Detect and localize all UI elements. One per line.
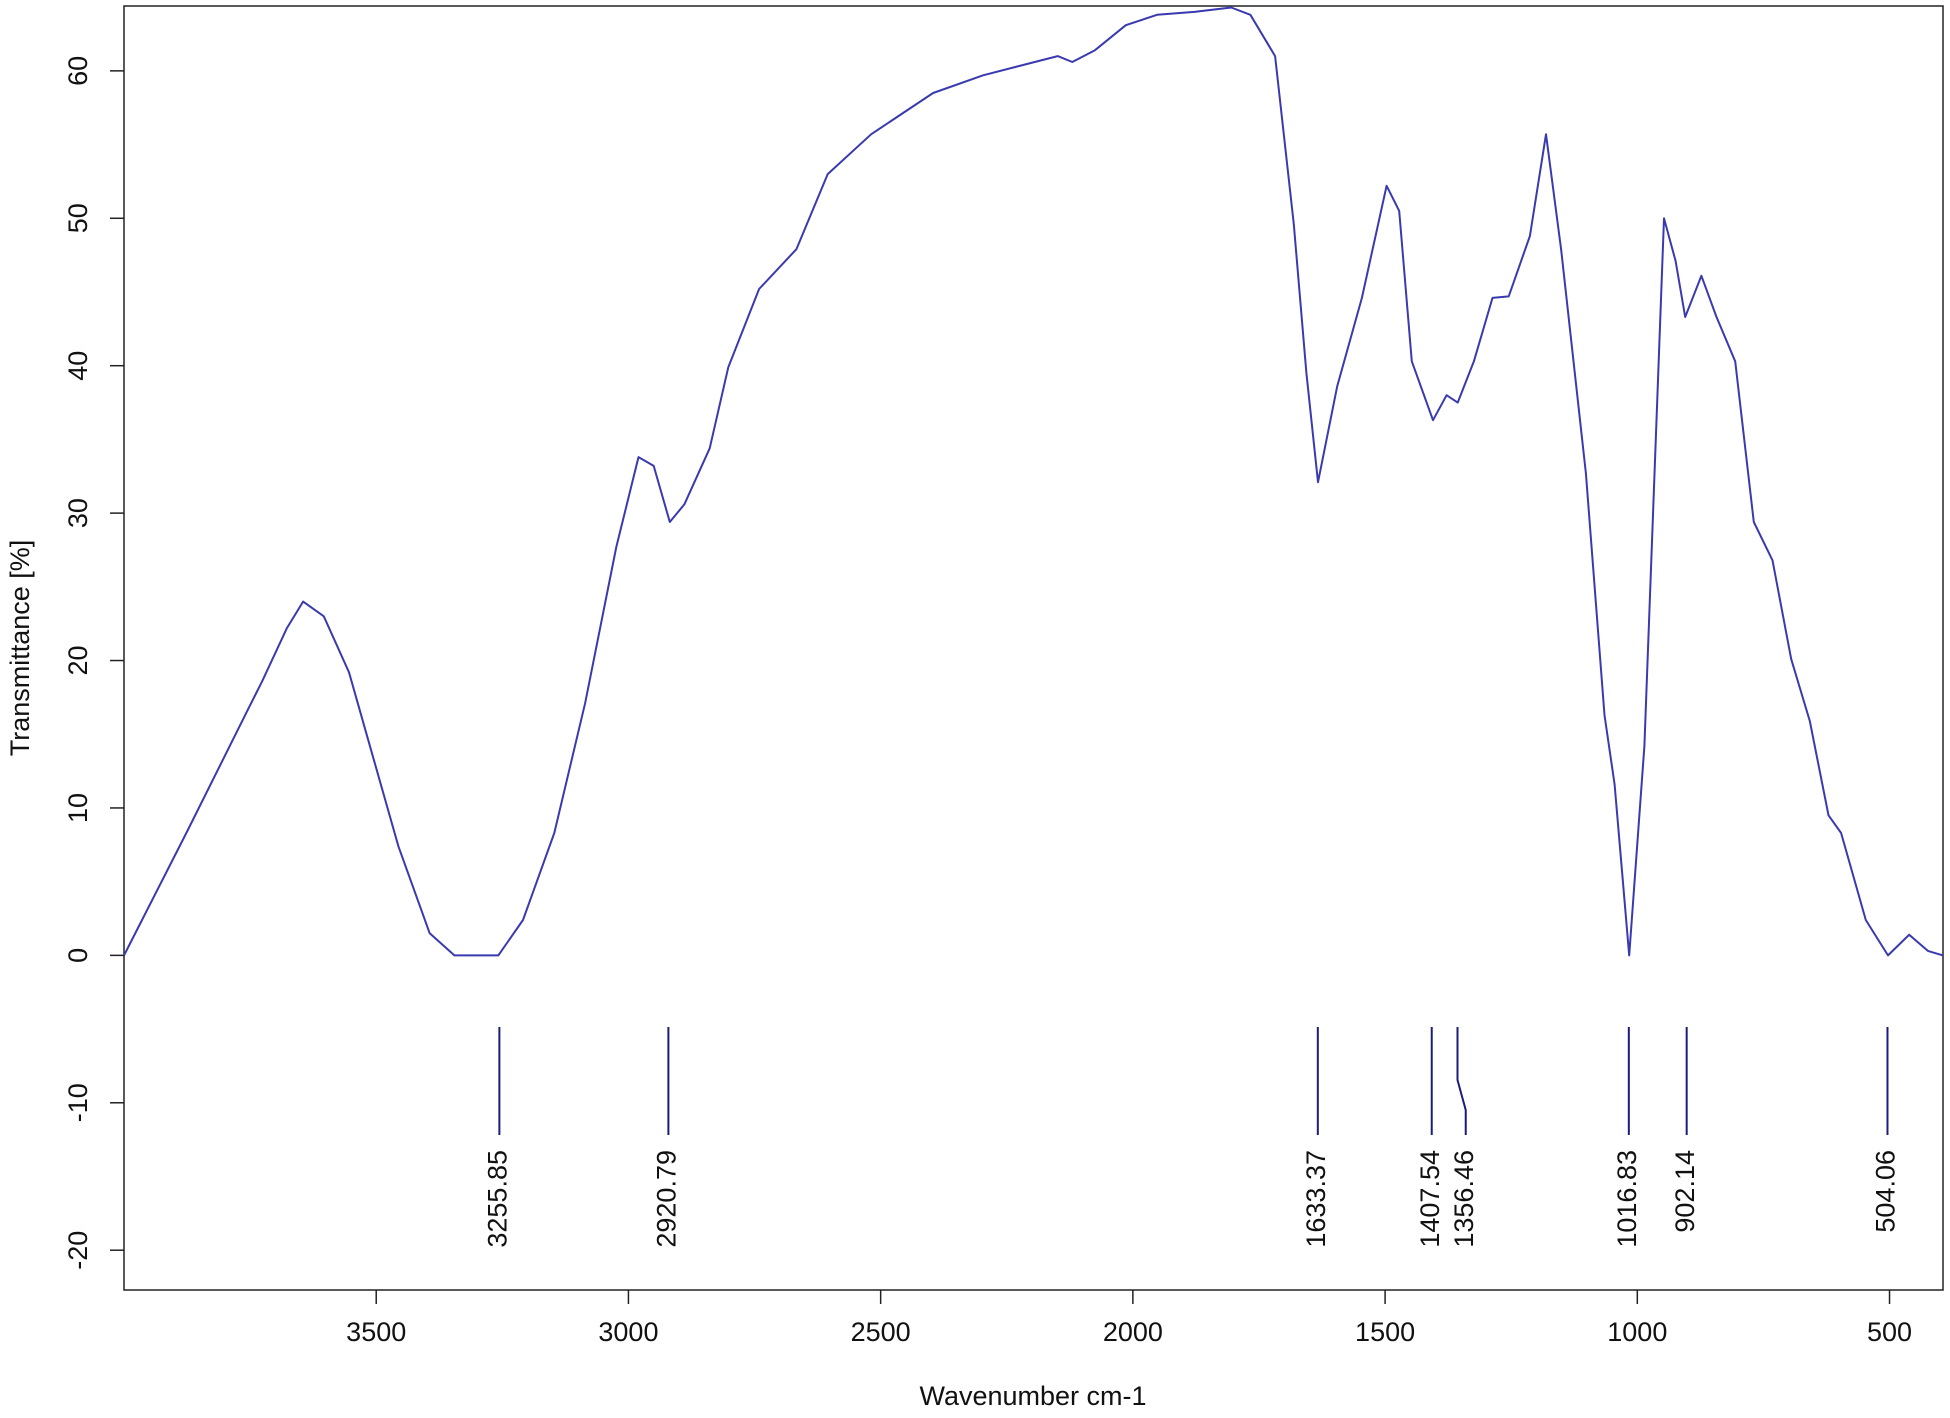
y-axis-title: Transmittance [%]: [5, 540, 35, 757]
peak-label: 1633.37: [1301, 1150, 1331, 1248]
y-tick-label: 20: [63, 646, 93, 676]
x-tick-label: 500: [1867, 1317, 1912, 1347]
x-tick-label: 2000: [1103, 1317, 1163, 1347]
y-tick-label: -20: [63, 1231, 93, 1270]
peak-label: 1407.54: [1415, 1150, 1445, 1248]
y-tick-label: 0: [63, 948, 93, 963]
peak-label: 3255.85: [483, 1150, 513, 1248]
y-tick-label: -10: [63, 1083, 93, 1122]
spectrum-line: [123, 6, 1944, 957]
x-tick-label: 3500: [346, 1317, 406, 1347]
peak-label: 1016.83: [1612, 1150, 1642, 1248]
peak-label: 1356.46: [1449, 1150, 1479, 1248]
peak-marker: [1456, 1027, 1467, 1135]
peak-label: 504.06: [1871, 1150, 1901, 1233]
y-tick-label: 30: [63, 498, 93, 528]
x-axis-title: Wavenumber cm-1: [919, 1381, 1146, 1411]
x-tick-label: 1000: [1607, 1317, 1667, 1347]
x-tick-label: 1500: [1355, 1317, 1415, 1347]
x-tick-label: 2500: [851, 1317, 911, 1347]
y-tick-label: 60: [63, 56, 93, 86]
peak-label: 902.14: [1670, 1150, 1700, 1233]
peak-label: 2920.79: [652, 1150, 682, 1248]
y-tick-label: 50: [63, 203, 93, 233]
y-tick-label: 10: [63, 793, 93, 823]
plot-frame: [123, 5, 1944, 1291]
x-tick-label: 3000: [598, 1317, 658, 1347]
y-tick-label: 40: [63, 351, 93, 381]
